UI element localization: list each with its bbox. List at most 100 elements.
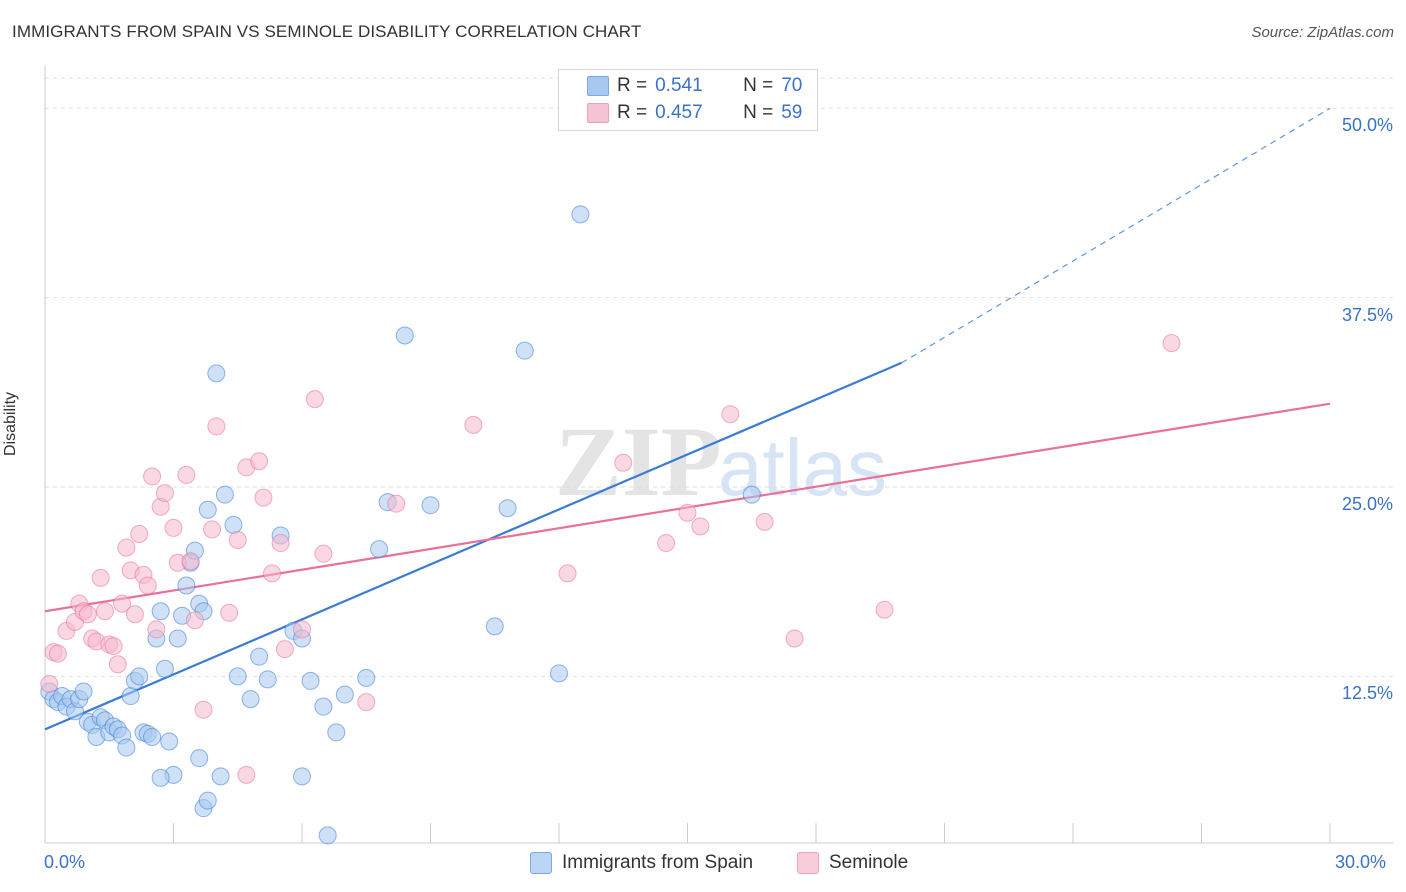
legend-n-value: 70 [781,75,803,96]
point-spain [742,485,761,504]
point-seminole [143,467,162,486]
point-seminole [48,644,67,663]
point-seminole [755,512,774,531]
y-tick-label: 37.5% [1341,304,1393,325]
point-seminole [785,629,804,648]
point-seminole [164,518,183,537]
point-spain [74,682,93,701]
point-seminole [387,494,406,513]
point-spain [224,515,243,534]
point-spain [160,732,179,751]
point-spain [293,767,311,786]
y-tick-label: 25.0% [1341,494,1393,514]
point-spain [314,697,333,716]
legend-n-value: 59 [781,102,803,123]
point-seminole [125,605,144,624]
point-spain [250,647,269,666]
point-seminole [91,568,110,587]
trend-line-spain [44,361,903,731]
source-label: Source: ZipAtlas.com [1251,24,1394,41]
point-spain [151,602,170,621]
point-spain [498,499,517,518]
point-seminole [155,484,174,503]
bottom-legend-seminole: Seminole [797,852,908,874]
point-spain [211,767,230,786]
point-seminole [614,453,633,472]
point-spain [151,768,170,787]
point-spain [335,685,354,704]
point-spain [571,205,590,224]
point-spain [357,668,376,687]
legend-swatch-seminole [587,103,609,123]
point-seminole [177,465,196,484]
point-spain [258,670,277,689]
legend-r-value: 0.457 [655,102,703,123]
point-seminole [691,517,710,536]
legend-n-label: N = [743,102,774,123]
point-seminole [185,611,204,630]
point-spain [117,738,136,757]
legend-row-spain: R = 0.541 N = 70 [587,74,802,98]
point-seminole [263,564,282,583]
axes [44,66,1393,844]
point-seminole [228,531,247,550]
point-spain [198,791,217,810]
chart-title: IMMIGRANTS FROM SPAIN VS SEMINOLE DISABI… [12,22,642,41]
point-spain [198,500,217,519]
point-spain [550,664,568,683]
point-seminole [113,594,132,613]
point-seminole [275,640,294,659]
point-seminole [305,390,324,409]
point-spain [318,826,337,845]
point-seminole [293,620,311,639]
point-seminole [357,693,376,712]
point-spain [143,727,162,746]
bottom-legend-label-seminole: Seminole [829,852,909,873]
point-seminole [875,600,894,619]
x-tick-min: 0.0% [44,852,86,872]
point-spain [130,667,149,686]
bottom-legend-spain: Immigrants from Spain [530,852,753,874]
point-spain [301,671,320,690]
y-tick-label: 50.0% [1341,115,1393,136]
point-seminole [271,534,290,553]
bottom-legend-label-spain: Immigrants from Spain [562,852,754,873]
point-spain [515,341,534,360]
y-tick-label: 12.5% [1341,683,1393,704]
trend-line-spain-extension [901,107,1331,364]
point-spain [370,540,389,559]
point-spain [207,364,226,383]
point-spain [485,617,504,636]
point-seminole [40,674,59,693]
point-spain [177,576,196,595]
point-seminole [237,765,256,784]
bottom-legend-swatch-seminole [797,852,819,874]
point-seminole [181,552,200,571]
point-seminole [558,564,577,583]
point-seminole [138,576,157,595]
legend-swatch-spain [587,76,609,96]
point-spain [228,667,247,686]
point-seminole [203,520,222,539]
point-seminole [250,452,269,471]
legend-n-label: N = [743,75,774,96]
point-seminole [207,417,226,436]
legend-r-label: R = [617,102,648,123]
data-points [40,205,1181,845]
point-seminole [104,637,123,656]
point-spain [190,749,209,768]
point-seminole [220,603,239,622]
point-spain [327,723,346,742]
point-seminole [254,488,273,507]
point-seminole [194,700,213,719]
point-seminole [678,503,697,522]
grid-lines [45,77,1393,677]
point-spain [421,496,440,515]
point-spain [121,687,140,706]
point-spain [395,326,414,345]
legend-row-seminole: R = 0.457 N = 59 [587,101,802,125]
point-seminole [657,534,676,553]
point-seminole [78,605,97,624]
